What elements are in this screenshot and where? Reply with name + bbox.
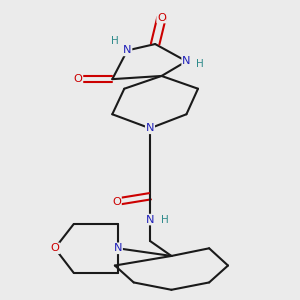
Text: N: N — [123, 45, 131, 56]
Text: N: N — [114, 243, 122, 253]
Text: N: N — [146, 123, 154, 133]
Text: H: H — [196, 59, 204, 70]
Text: O: O — [74, 74, 82, 84]
Text: N: N — [182, 56, 191, 66]
Text: H: H — [111, 36, 119, 46]
Text: H: H — [161, 214, 169, 225]
Text: O: O — [50, 243, 59, 253]
Text: N: N — [146, 214, 154, 225]
Text: O: O — [157, 13, 166, 22]
Text: O: O — [112, 197, 121, 207]
